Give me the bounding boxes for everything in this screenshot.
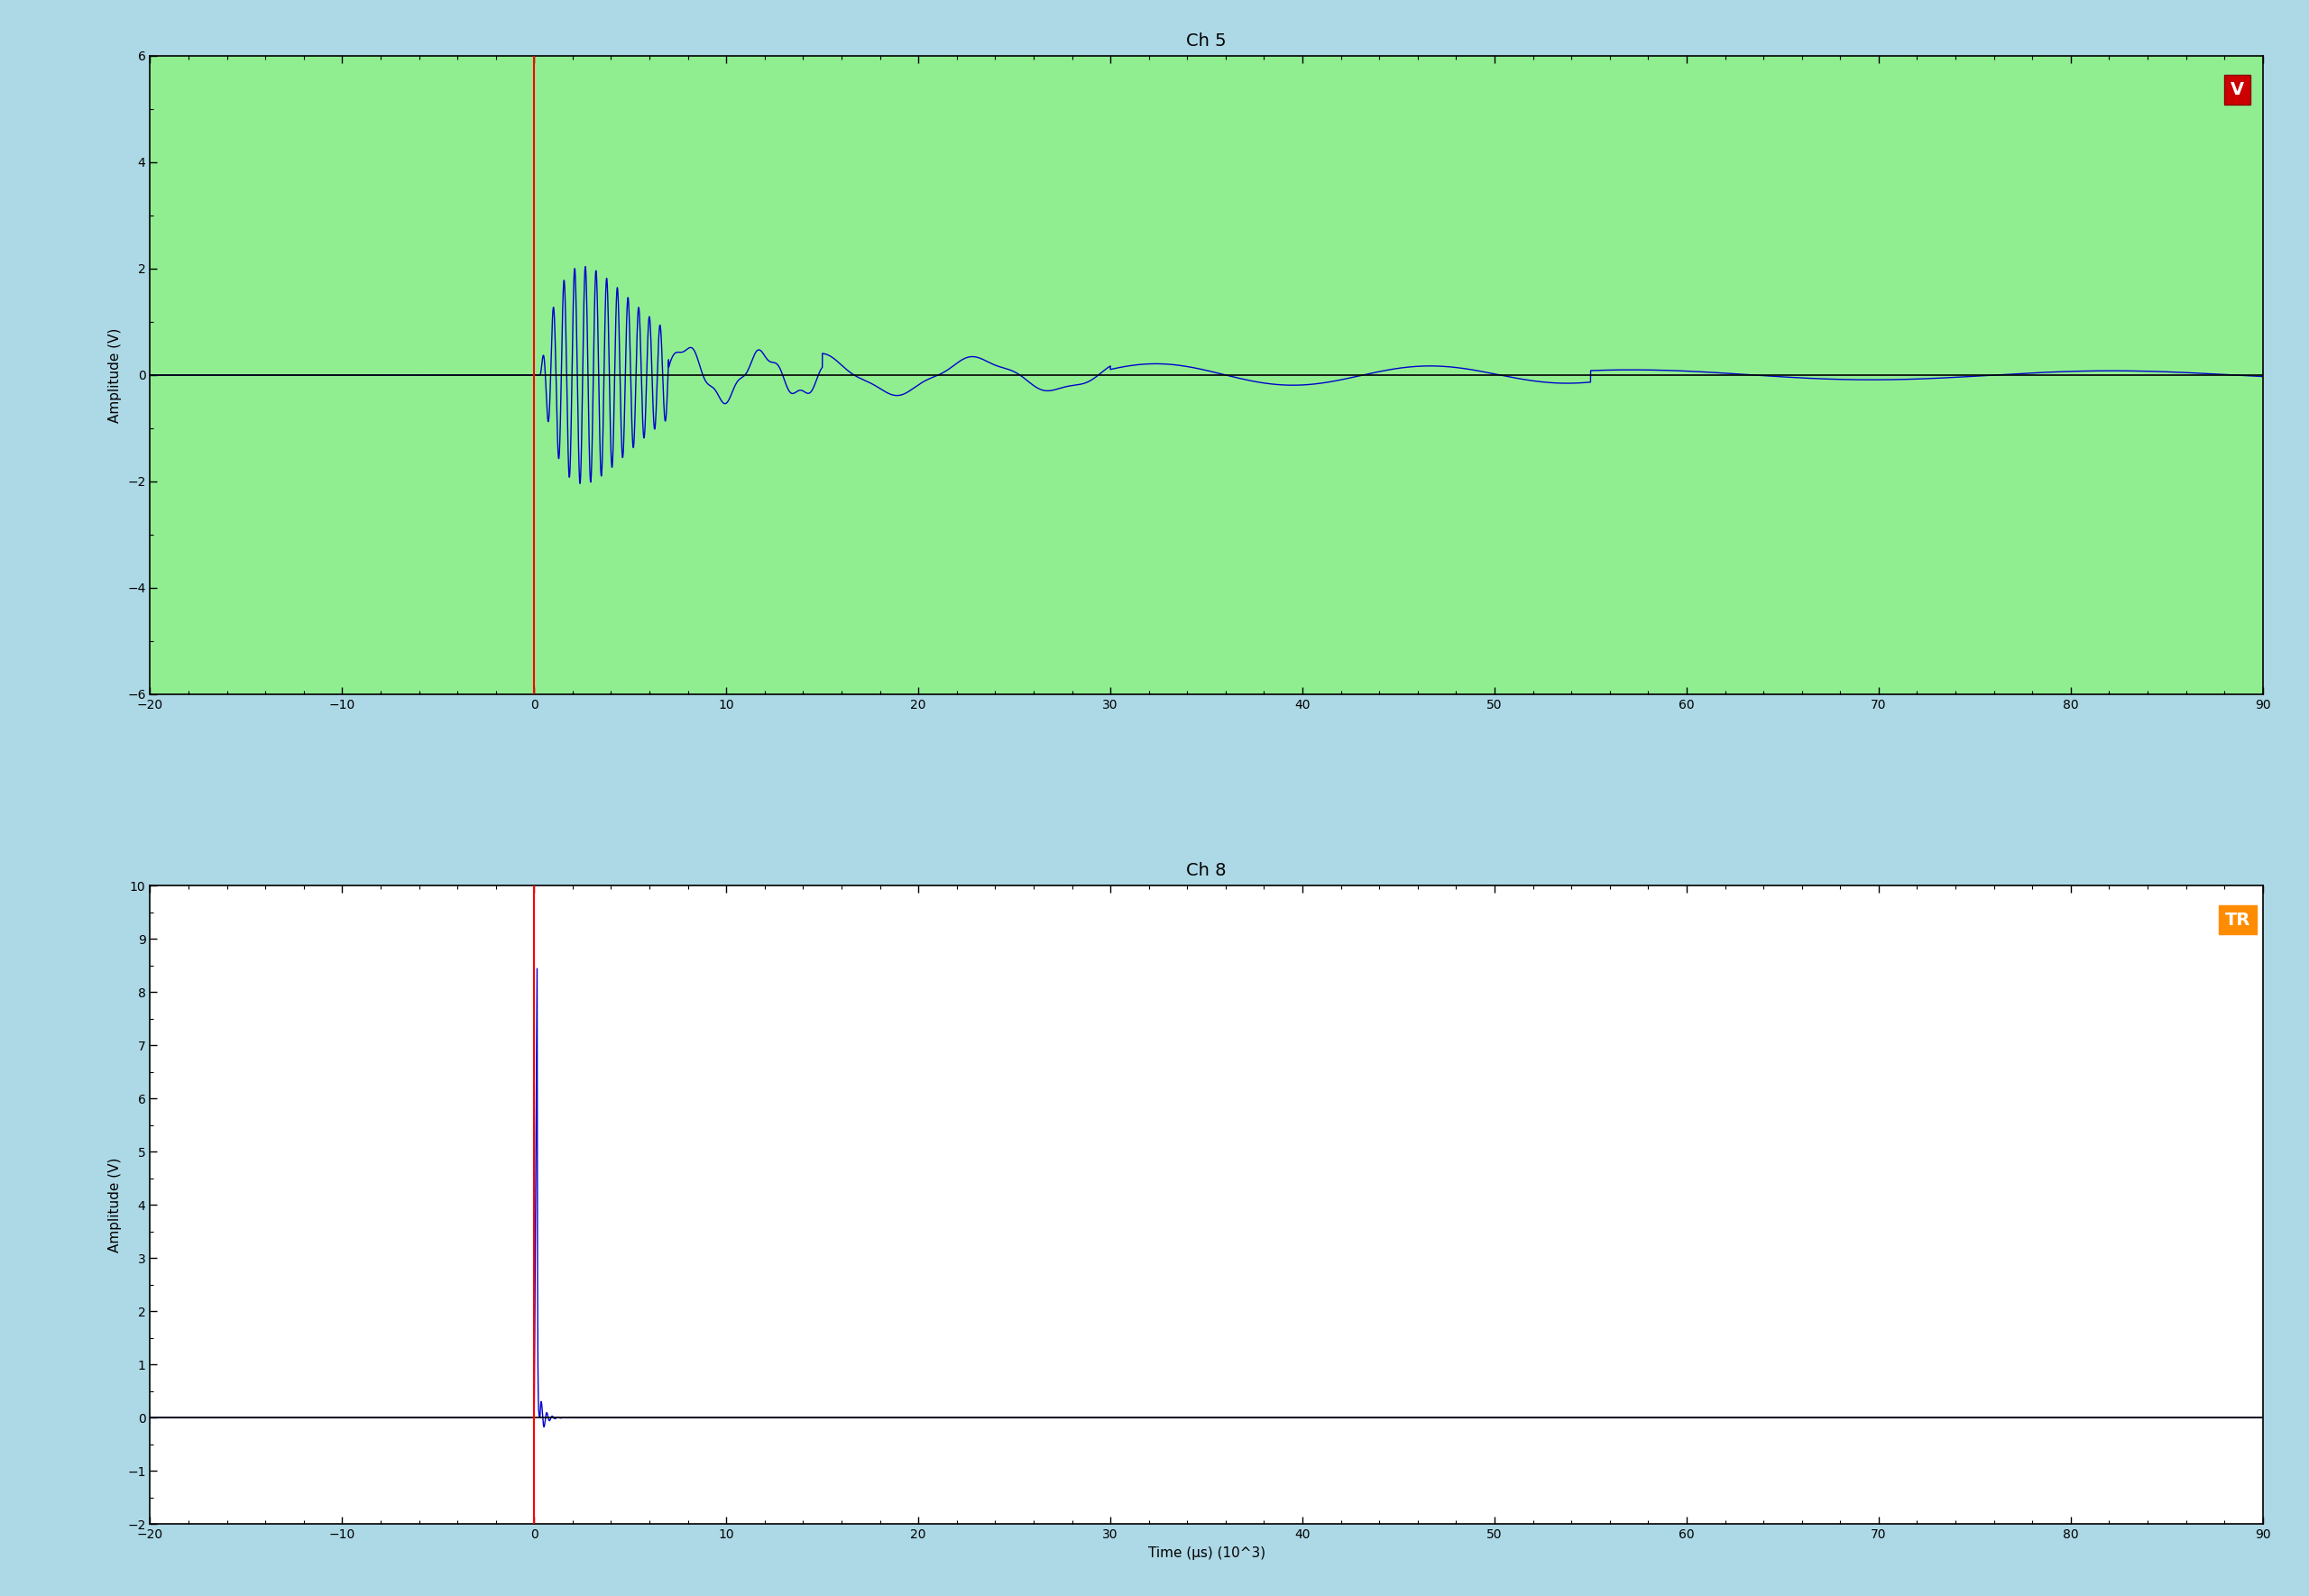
Title: Ch 8: Ch 8 xyxy=(1187,862,1226,879)
Text: TR: TR xyxy=(2224,911,2251,929)
Y-axis label: Amplitude (V): Amplitude (V) xyxy=(109,1157,122,1253)
Y-axis label: Amplitude (V): Amplitude (V) xyxy=(109,327,122,423)
Text: V: V xyxy=(2230,81,2244,99)
X-axis label: Time (μs) (10^3): Time (μs) (10^3) xyxy=(1148,1547,1265,1559)
Title: Ch 5: Ch 5 xyxy=(1187,32,1226,49)
